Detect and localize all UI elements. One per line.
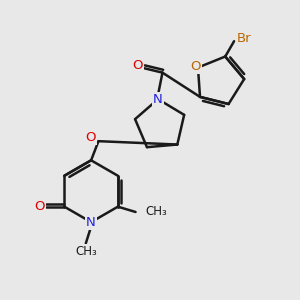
Text: O: O [85, 131, 95, 144]
Text: N: N [153, 93, 163, 106]
Text: O: O [34, 200, 45, 213]
Text: CH₃: CH₃ [146, 206, 168, 218]
Text: O: O [133, 59, 143, 72]
Text: N: N [86, 216, 96, 229]
Text: Br: Br [237, 32, 252, 45]
Text: O: O [190, 60, 201, 73]
Text: CH₃: CH₃ [75, 245, 97, 258]
